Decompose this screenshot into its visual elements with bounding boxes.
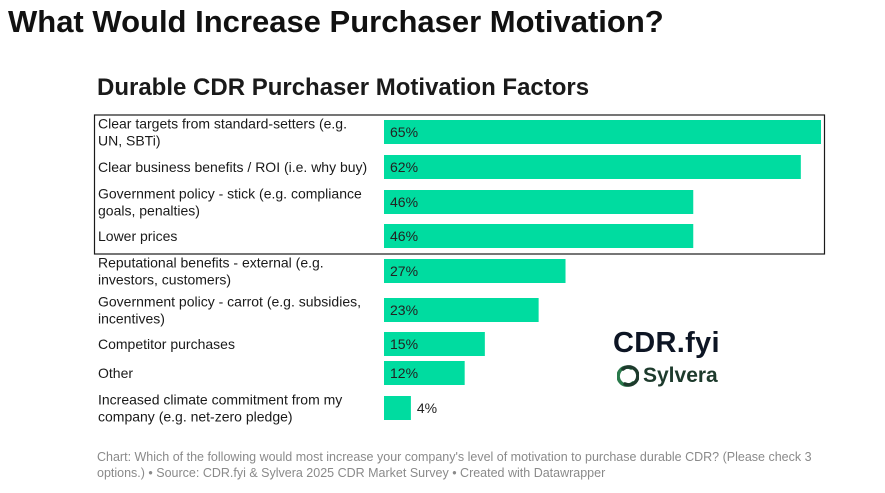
value-label: 27% <box>390 263 418 279</box>
chart-caption: Chart: Which of the following would most… <box>97 450 812 480</box>
bar <box>384 259 566 283</box>
bar <box>384 298 539 322</box>
value-label: 46% <box>390 228 418 244</box>
category-label: Government policy - stick (e.g. complian… <box>98 186 362 219</box>
category-label: Government policy - carrot (e.g. subsidi… <box>98 294 361 327</box>
bar <box>384 396 411 420</box>
category-label: Clear business benefits / ROI (i.e. why … <box>98 159 367 175</box>
value-label: 65% <box>390 124 418 140</box>
value-label: 4% <box>417 400 437 416</box>
page-title: What Would Increase Purchaser Motivation… <box>8 4 664 39</box>
category-label: Reputational benefits - external (e.g. in… <box>98 255 324 288</box>
category-label: Lower prices <box>98 228 177 244</box>
category-label: Increased climate commitment from my comp… <box>98 392 342 425</box>
value-label: 46% <box>390 194 418 210</box>
bar <box>384 332 485 356</box>
cdr-fyi-logo: CDR.fyi <box>613 327 720 359</box>
bar <box>384 120 821 144</box>
value-label: 15% <box>390 336 418 352</box>
highlight-frame <box>93 114 826 255</box>
sylvera-wordmark: Sylvera <box>643 364 718 387</box>
bar <box>384 190 694 214</box>
category-label: Competitor purchases <box>98 336 235 352</box>
value-label: 12% <box>390 365 418 381</box>
value-label: 62% <box>390 159 418 175</box>
sylvera-logo: Sylvera <box>617 364 718 388</box>
category-label: Clear targets from standard-setters (e.g… <box>98 116 347 149</box>
bar <box>384 155 801 179</box>
chart-title: Durable CDR Purchaser Motivation Factors <box>97 74 590 101</box>
bar <box>384 224 694 248</box>
value-label: 23% <box>390 302 418 318</box>
category-label: Other <box>98 365 133 381</box>
bar <box>384 361 465 385</box>
sylvera-icon <box>617 365 639 387</box>
